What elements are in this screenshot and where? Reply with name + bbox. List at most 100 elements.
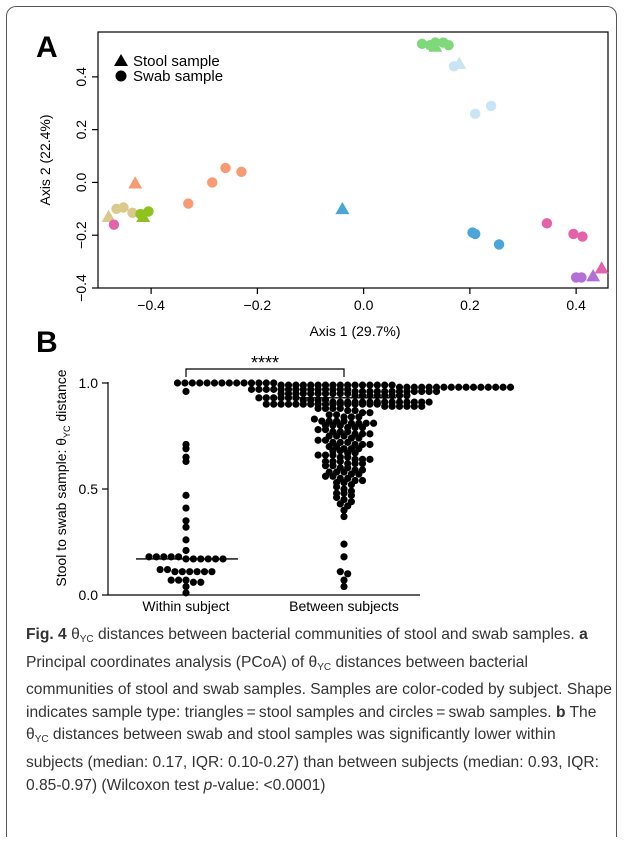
distance-point (173, 379, 182, 387)
distance-point (333, 432, 341, 440)
distance-point (418, 402, 426, 410)
caption-figure-label: Fig. 4 (26, 626, 67, 643)
caption-part-b-text-2: distances between swab and stool samples… (26, 726, 599, 794)
distance-point (182, 546, 190, 555)
panel-a-label: A (36, 31, 58, 64)
caption-theta: θ (71, 626, 80, 643)
panel-a-plot-box (97, 31, 609, 289)
distance-point (314, 426, 322, 434)
legend-stool-label: Stool sample (133, 53, 220, 70)
distance-point (321, 390, 330, 398)
distance-point (340, 489, 348, 497)
distance-point (358, 459, 367, 468)
legend-triangle-marker (114, 54, 128, 66)
caption-theta-b: θ (26, 726, 35, 744)
distance-point (340, 506, 348, 514)
distance-point (336, 500, 344, 508)
distance-point (351, 423, 359, 432)
distance-point (292, 400, 300, 408)
y-tick-label: 0.5 (79, 481, 99, 497)
distance-point (329, 451, 337, 459)
distance-point (370, 419, 378, 427)
distance-point (484, 383, 492, 391)
distance-point (366, 455, 374, 463)
distance-point (270, 385, 278, 393)
panel-a-pcoa: A −0.4 −0.2 0.0 0.2 0.4 −0.4 −0.2 0.0 0.2 0.4 Ax… (36, 31, 609, 339)
y-tick-label: −0.2 (73, 221, 89, 249)
x-tick-label: −0.4 (137, 297, 165, 313)
x-category-label: Within subject (142, 598, 229, 614)
distance-point (299, 400, 307, 408)
caption-part-b-text-3: -value: <0.0001) (212, 776, 326, 794)
panel-a-x-axis: −0.4 −0.2 0.0 0.2 0.4 (137, 288, 586, 313)
y-tick-label: −0.4 (73, 274, 89, 302)
x-tick-label: 0.0 (354, 297, 374, 313)
distance-point (196, 379, 204, 387)
distance-point (262, 385, 270, 393)
distance-point (321, 426, 330, 434)
distance-point (255, 379, 263, 387)
distance-point (182, 576, 190, 584)
distance-point (355, 434, 363, 442)
distance-point (270, 400, 278, 408)
x-tick-label: −0.2 (244, 297, 272, 313)
caption-part-a-label: a (579, 626, 588, 643)
distance-point (210, 379, 219, 387)
distance-point (506, 383, 515, 391)
distance-point (218, 379, 226, 387)
distance-point (182, 523, 190, 531)
figure-frame (6, 6, 617, 837)
swab-point (469, 228, 481, 240)
distance-point (247, 385, 256, 393)
stool-point (586, 269, 601, 282)
distance-point (469, 383, 478, 391)
y-tick-label: 0.4 (73, 67, 89, 87)
distance-point (333, 493, 341, 502)
panel-b-y-axis: 0.0 0.5 1.0 (79, 375, 108, 603)
distance-point (336, 404, 344, 413)
distance-point (355, 413, 363, 421)
panel-b-y-axis-label-part: distance (53, 369, 69, 425)
distance-point (366, 430, 374, 438)
swab-point (576, 272, 587, 283)
distance-point (299, 390, 307, 398)
distance-point (340, 512, 348, 521)
distance-point (381, 402, 389, 410)
distance-point (336, 421, 344, 429)
distance-point (347, 481, 355, 489)
x-category-label: Between subjects (289, 598, 399, 614)
distance-point (477, 383, 485, 391)
distance-point (336, 447, 344, 455)
distance-point (351, 459, 359, 468)
distance-point (347, 413, 355, 421)
distance-point (182, 445, 190, 453)
distance-point (344, 390, 352, 398)
distance-point (355, 470, 363, 478)
distance-point (455, 383, 463, 391)
distance-point (307, 400, 315, 408)
distance-point (440, 383, 448, 391)
distance-point (197, 578, 205, 586)
significance-stars: **** (251, 353, 279, 373)
significance-bracket: **** (185, 353, 345, 377)
stool-point (101, 209, 116, 222)
distance-point (492, 383, 500, 391)
stool-point (594, 261, 609, 274)
distance-point (447, 383, 455, 391)
panel-b-y-axis-label-text: Stool to swab sample: θYC distance (53, 369, 72, 586)
legend-swab-label: Swab sample (133, 68, 223, 85)
caption-part-a-text-1: Principal coordinates analysis (PCoA) of (26, 653, 309, 671)
distance-point (203, 379, 211, 387)
caption-theta-a-sub: YC (317, 661, 332, 673)
distance-point (182, 387, 190, 396)
distance-point (410, 387, 418, 396)
swab-point (416, 38, 428, 50)
swab-point (541, 218, 553, 229)
swab-point (443, 39, 454, 51)
distance-point (329, 404, 337, 413)
panel-b-y-axis-label-part: Stool to swab sample: θ (53, 438, 69, 587)
distance-point (340, 576, 348, 584)
panel-b-medians (136, 397, 396, 560)
distance-point (344, 453, 352, 461)
x-tick-label: 0.2 (460, 297, 480, 313)
